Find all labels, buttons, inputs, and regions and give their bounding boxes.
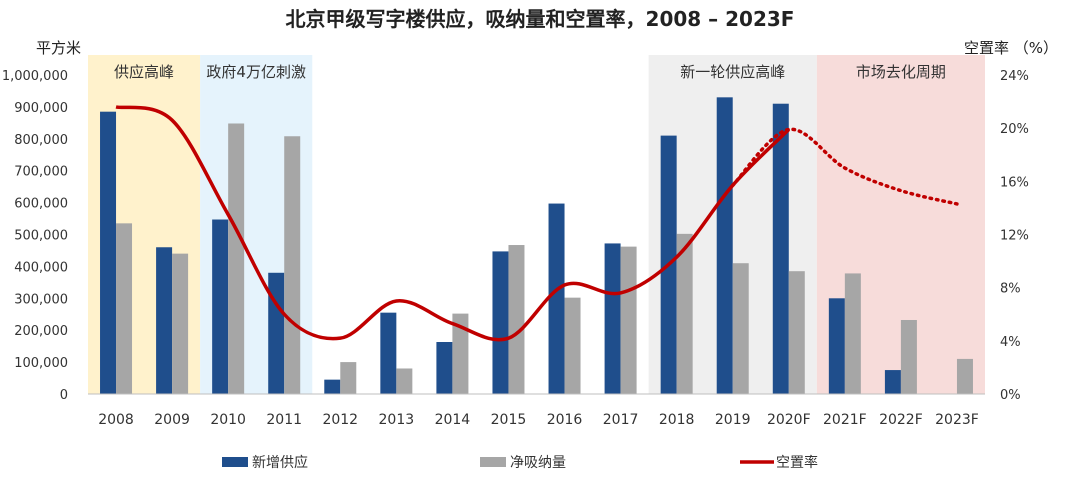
x-tick-label: 2009 <box>154 412 190 428</box>
y-tick-label: 800,000 <box>14 133 68 148</box>
bar-net-absorption <box>228 123 245 394</box>
y-axis-ticks: 1,000,000 900,000 800,000 700,000 600,000 500… <box>2 69 68 403</box>
bar-net-absorption <box>172 253 189 394</box>
x-axis-ticks: 2008 2009 2010 2011 2012 2013 2014 2015 2016 2017… <box>98 412 979 428</box>
x-tick-label: 2016 <box>547 412 583 428</box>
y2-tick-label: 20% <box>1000 122 1029 137</box>
bar-new-supply <box>156 247 173 394</box>
y2-tick-label: 24% <box>1000 69 1029 84</box>
bar-net-absorption <box>620 246 637 394</box>
x-tick-label: 2022F <box>879 412 923 428</box>
chart-title: 北京甲级写字楼供应，吸纳量和空置率，2008 – 2023F <box>286 7 795 31</box>
y2-axis-ticks: 24% 20% 16% 12% 8% 4% 0% <box>1000 69 1029 403</box>
period-label: 政府4万亿刺激 <box>206 63 306 81</box>
bar-net-absorption <box>788 271 805 394</box>
x-tick-label: 2014 <box>435 412 471 428</box>
bar-new-supply <box>324 379 341 394</box>
bar-net-absorption <box>452 313 469 394</box>
legend-swatch <box>222 457 248 467</box>
bar-net-absorption <box>732 263 749 394</box>
bar-new-supply <box>548 203 565 394</box>
bar-net-absorption <box>508 245 525 394</box>
x-tick-label: 2010 <box>210 412 246 428</box>
y-axis-label: 平方米 <box>36 39 81 57</box>
y-tick-label: 200,000 <box>14 324 68 339</box>
y2-tick-label: 12% <box>1000 229 1029 244</box>
bar-new-supply <box>716 97 733 394</box>
bar-net-absorption <box>844 273 861 394</box>
bar-new-supply <box>492 251 509 394</box>
legend-label: 新增供应 <box>252 454 308 471</box>
period-labels: 供应高峰 政府4万亿刺激 新一轮供应高峰 市场去化周期 <box>114 63 946 81</box>
bar-new-supply <box>268 272 285 394</box>
bar-new-supply <box>100 111 117 394</box>
y-tick-label: 400,000 <box>14 260 68 275</box>
legend-label: 净吸纳量 <box>510 455 566 471</box>
x-tick-label: 2013 <box>379 412 415 428</box>
y-tick-label: 100,000 <box>14 356 68 371</box>
y2-axis-label: 空置率 （%） <box>964 39 1058 57</box>
x-tick-label: 2021F <box>823 412 867 428</box>
x-tick-label: 2020F <box>767 412 811 428</box>
x-tick-label: 2017 <box>603 412 639 428</box>
legend: 新增供应 净吸纳量 空置率 <box>222 454 818 471</box>
vacancy-line <box>115 105 959 342</box>
y-tick-label: 700,000 <box>14 165 68 180</box>
bar-new-supply <box>884 370 901 394</box>
x-tick-label: 2018 <box>659 412 695 428</box>
bar-net-absorption <box>340 362 357 394</box>
y2-tick-label: 0% <box>1000 388 1021 403</box>
bar-net-absorption <box>284 136 301 395</box>
y-tick-label: 500,000 <box>14 229 68 244</box>
bar-new-supply <box>380 312 397 394</box>
bar-net-absorption <box>956 358 973 394</box>
bar-new-supply <box>772 103 789 395</box>
y-tick-label: 0 <box>60 388 68 403</box>
x-tick-label: 2012 <box>322 412 358 428</box>
y-tick-label: 300,000 <box>14 292 68 307</box>
vacancy-line-forecast <box>730 127 959 206</box>
x-tick-label: 2008 <box>98 412 134 428</box>
y2-tick-label: 8% <box>1000 282 1021 297</box>
period-label: 市场去化周期 <box>856 63 946 81</box>
y2-tick-label: 16% <box>1000 175 1029 190</box>
bar-new-supply <box>604 243 621 394</box>
bar-net-absorption <box>676 233 693 394</box>
bar-new-supply <box>828 298 845 394</box>
bar-net-absorption <box>396 368 413 394</box>
period-label: 供应高峰 <box>114 63 174 81</box>
x-tick-label: 2015 <box>491 412 527 428</box>
bars <box>100 97 973 395</box>
legend-label: 空置率 <box>776 454 818 471</box>
bar-net-absorption <box>116 223 133 394</box>
bar-net-absorption <box>900 319 917 394</box>
x-tick-label: 2019 <box>715 412 751 428</box>
period-label: 新一轮供应高峰 <box>680 63 785 81</box>
bar-new-supply <box>436 342 453 394</box>
bar-new-supply <box>212 219 229 394</box>
y-tick-label: 900,000 <box>14 101 68 116</box>
y-tick-label: 600,000 <box>14 197 68 212</box>
legend-swatch <box>480 457 506 467</box>
y2-tick-label: 4% <box>1000 335 1021 350</box>
vacancy-line-actual <box>115 105 791 342</box>
x-tick-label: 2011 <box>266 412 302 428</box>
bar-net-absorption <box>564 297 581 394</box>
y-tick-label: 1,000,000 <box>2 69 68 84</box>
x-tick-label: 2023F <box>935 412 979 428</box>
